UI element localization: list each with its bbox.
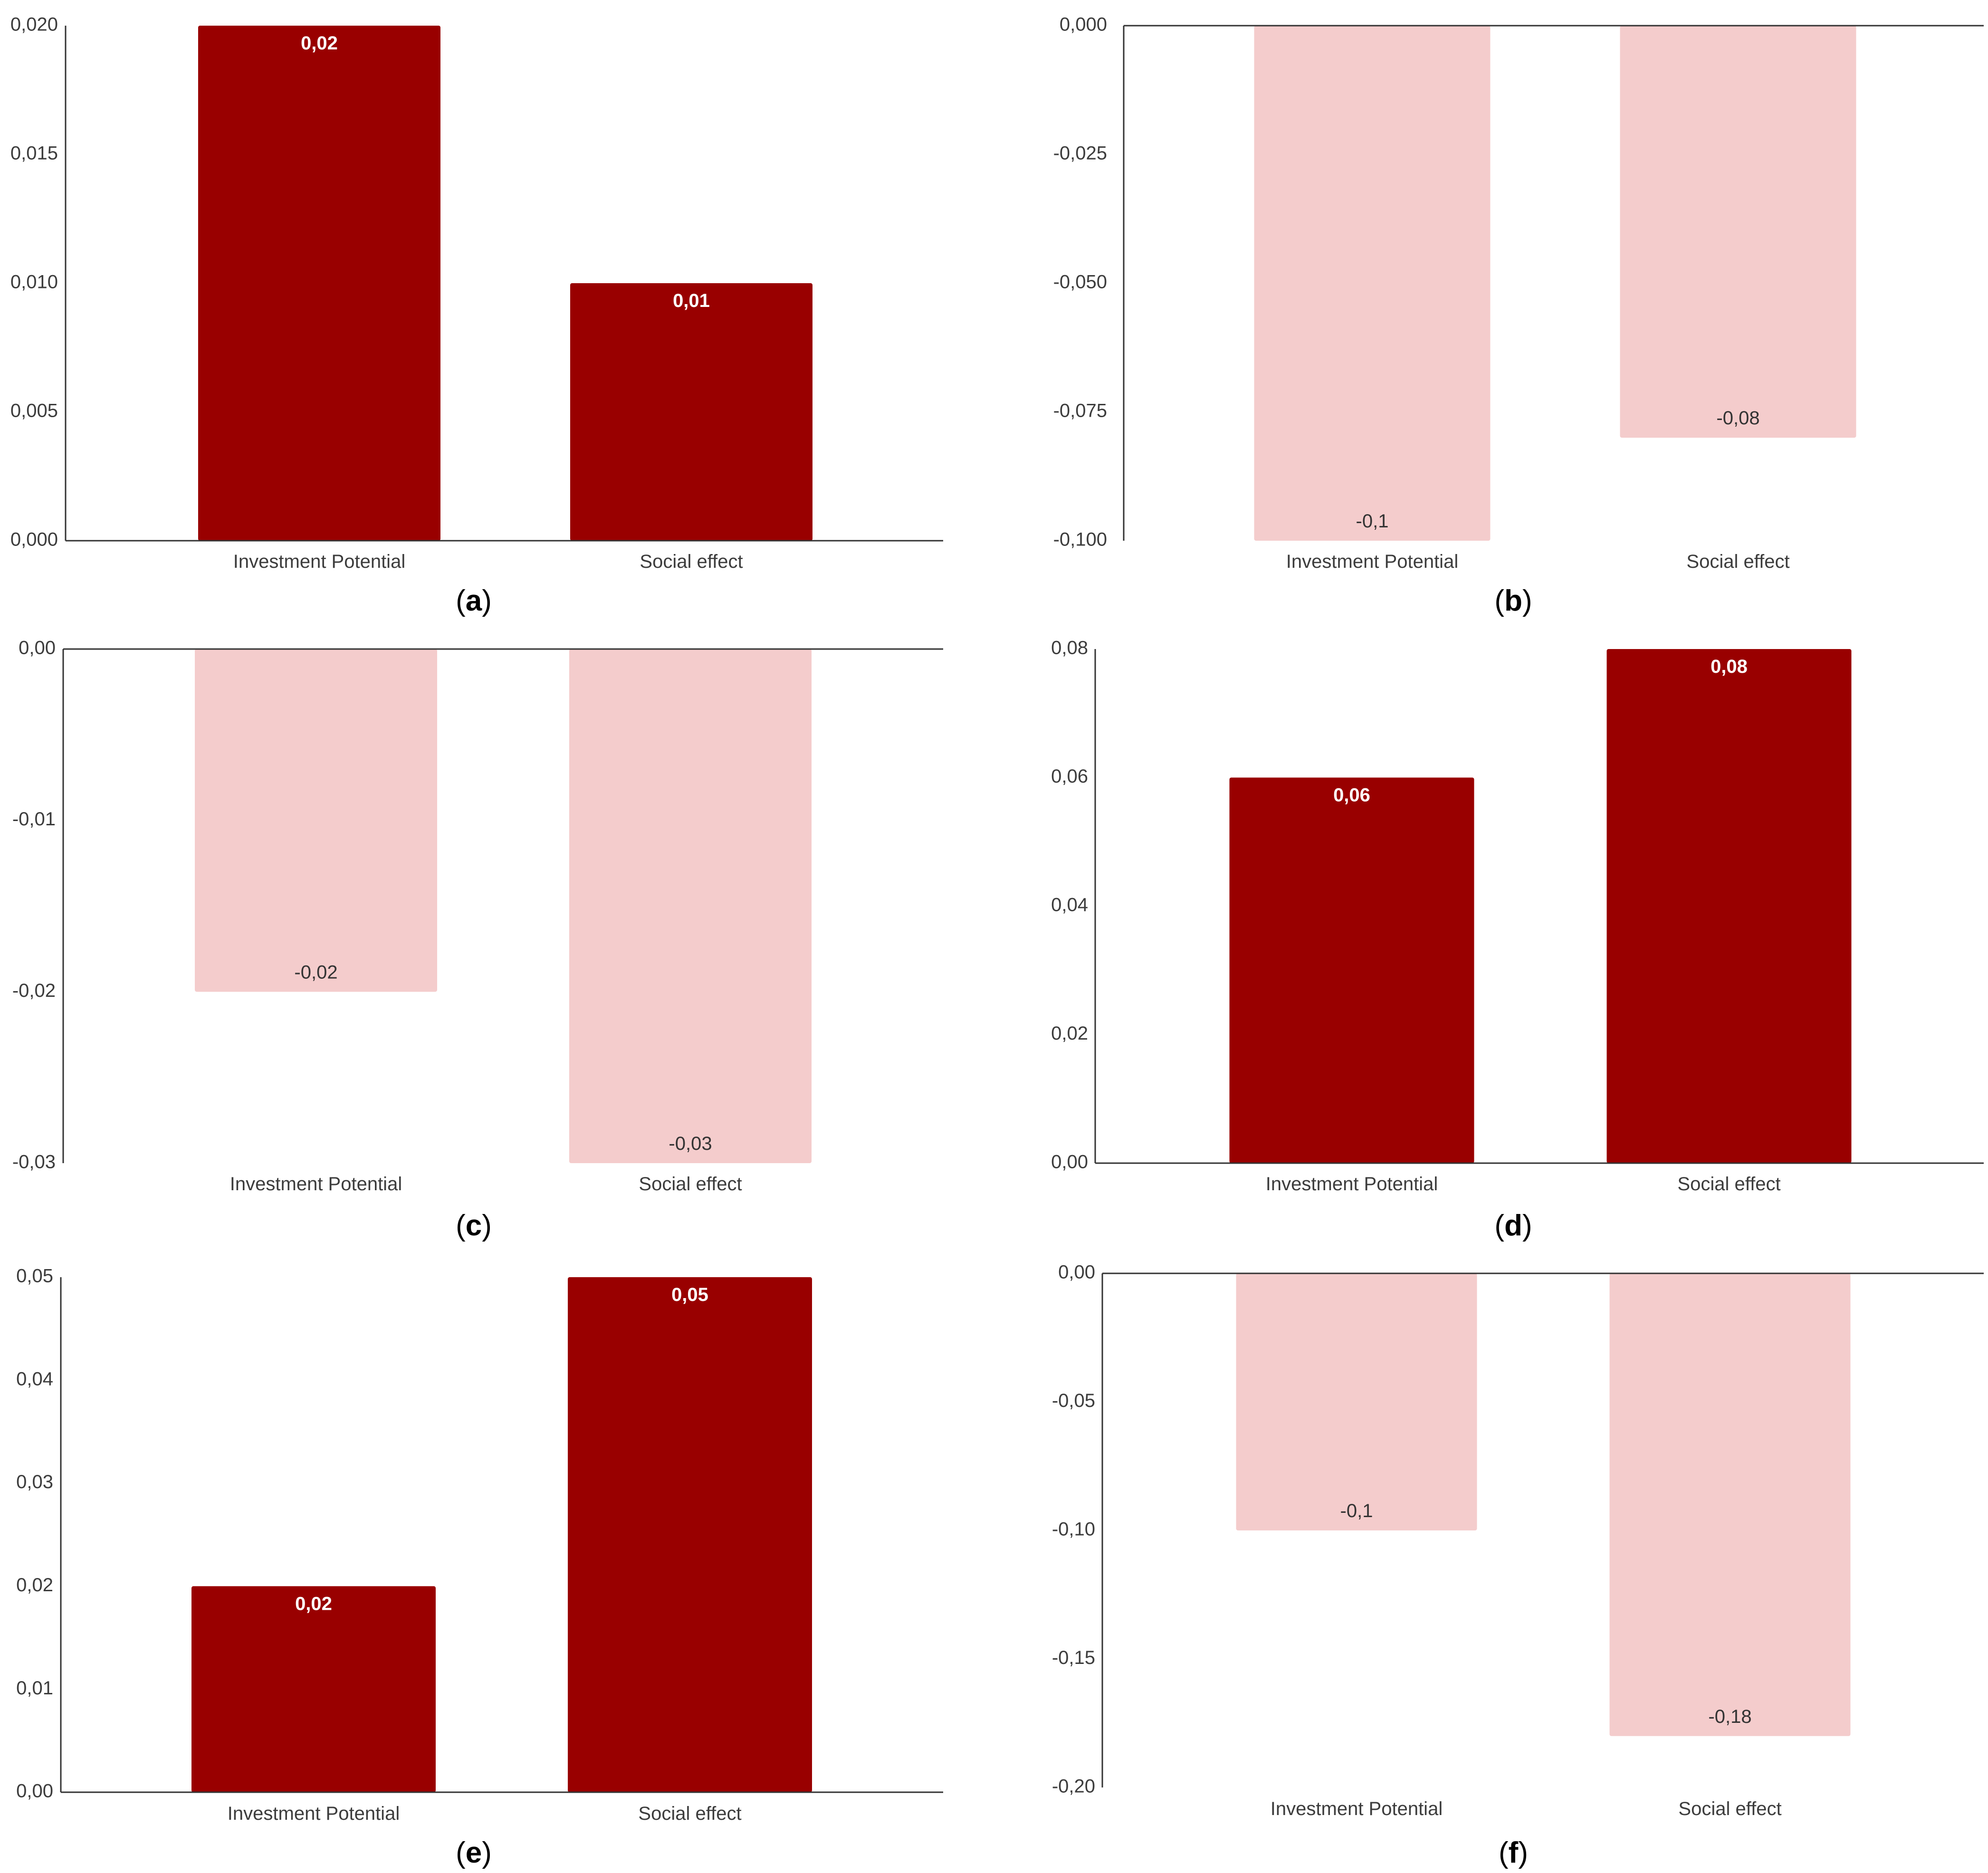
data-label: 0,01 bbox=[673, 290, 710, 311]
bar-b-investment-potential bbox=[1254, 26, 1491, 541]
chart-panel-d: 0,08 0,06 0,04 0,02 0,00 0,06 0,08 Investment P… bbox=[1051, 638, 1984, 1242]
bar-a-investment-potential bbox=[198, 26, 440, 541]
bar-b-social-effect bbox=[1620, 26, 1856, 438]
y-tick-label: 0,04 bbox=[16, 1368, 53, 1389]
y-tick-label: 0,06 bbox=[1051, 766, 1088, 787]
category-label: Investment Potential bbox=[1266, 1174, 1438, 1195]
panel-caption: (d) bbox=[1494, 1209, 1532, 1242]
y-tick-label: -0,100 bbox=[1053, 529, 1107, 550]
chart-panel-a: 0,020 0,015 0,010 0,005 0,000 0,02 0,01 Investm… bbox=[10, 14, 943, 617]
caption-letter: c bbox=[466, 1209, 482, 1242]
caption-paren-open: ( bbox=[456, 584, 466, 617]
y-tick-label: 0,01 bbox=[16, 1678, 53, 1699]
y-tick-label: 0,005 bbox=[10, 401, 58, 421]
caption-letter: f bbox=[1509, 1836, 1519, 1869]
y-tick-label: -0,10 bbox=[1052, 1519, 1095, 1540]
caption-letter: e bbox=[466, 1836, 482, 1869]
y-tick-label: 0,08 bbox=[1051, 638, 1088, 659]
y-tick-label: 0,020 bbox=[10, 14, 58, 35]
y-tick-label: 0,02 bbox=[1051, 1023, 1088, 1044]
chart-panel-f: 0,00 -0,05 -0,10 -0,15 -0,20 -0,1 -0,18 Investm… bbox=[1052, 1262, 1984, 1869]
data-label: -0,1 bbox=[1356, 511, 1389, 532]
caption-paren-close: ) bbox=[482, 584, 492, 617]
caption-paren-close: ) bbox=[1522, 1209, 1532, 1242]
data-label: 0,06 bbox=[1333, 785, 1370, 806]
caption-paren-open: ( bbox=[456, 1836, 466, 1869]
category-label: Investment Potential bbox=[1286, 551, 1458, 572]
caption-paren-close: ) bbox=[482, 1836, 492, 1869]
bar-c-investment-potential bbox=[195, 649, 437, 992]
y-tick-label: 0,05 bbox=[16, 1266, 53, 1287]
caption-paren-open: ( bbox=[456, 1209, 466, 1242]
y-tick-label: 0,015 bbox=[10, 143, 58, 164]
data-label: -0,18 bbox=[1708, 1706, 1751, 1727]
panel-caption: (a) bbox=[456, 584, 492, 617]
y-tick-label: -0,15 bbox=[1052, 1647, 1095, 1668]
data-label: -0,02 bbox=[294, 962, 337, 983]
y-tick-label: 0,00 bbox=[1051, 1152, 1088, 1173]
chart-panel-c: 0,00 -0,01 -0,02 -0,03 -0,02 -0,03 Investment … bbox=[12, 638, 943, 1242]
bar-a-social-effect bbox=[570, 283, 812, 541]
bar-e-social-effect bbox=[568, 1277, 812, 1792]
bar-f-social-effect bbox=[1609, 1273, 1851, 1736]
data-label: 0,08 bbox=[1711, 656, 1748, 677]
category-label: Investment Potential bbox=[228, 1803, 400, 1824]
category-label: Investment Potential bbox=[1271, 1798, 1443, 1819]
y-tick-label: -0,02 bbox=[12, 980, 56, 1001]
y-tick-label: -0,20 bbox=[1052, 1776, 1095, 1797]
caption-paren-close: ) bbox=[482, 1209, 492, 1242]
category-label: Investment Potential bbox=[230, 1174, 402, 1195]
bar-f-investment-potential bbox=[1236, 1273, 1477, 1530]
bar-e-investment-potential bbox=[191, 1586, 436, 1792]
category-label: Social effect bbox=[1678, 1798, 1781, 1819]
category-label: Social effect bbox=[639, 1174, 742, 1195]
y-tick-label: -0,050 bbox=[1053, 272, 1107, 293]
category-label: Social effect bbox=[1677, 1174, 1780, 1195]
panel-caption: (b) bbox=[1494, 584, 1532, 617]
y-tick-label: 0,03 bbox=[16, 1472, 53, 1492]
y-tick-label: 0,04 bbox=[1051, 895, 1088, 916]
data-label: -0,1 bbox=[1340, 1500, 1373, 1521]
y-tick-label: 0,00 bbox=[16, 1781, 53, 1802]
y-tick-label: -0,075 bbox=[1053, 401, 1107, 421]
category-label: Social effect bbox=[638, 1803, 741, 1824]
category-label: Social effect bbox=[1686, 551, 1789, 572]
panel-caption: (c) bbox=[456, 1209, 492, 1242]
data-label: 0,05 bbox=[671, 1284, 708, 1305]
y-tick-label: 0,00 bbox=[1058, 1262, 1095, 1283]
caption-letter: a bbox=[466, 584, 482, 617]
caption-paren-close: ) bbox=[1518, 1836, 1528, 1869]
caption-paren-open: ( bbox=[1499, 1836, 1509, 1869]
caption-letter: b bbox=[1504, 584, 1522, 617]
y-tick-label: -0,05 bbox=[1052, 1390, 1095, 1411]
y-tick-label: 0,000 bbox=[1060, 14, 1107, 35]
y-tick-label: 0,00 bbox=[19, 638, 56, 659]
panel-caption: (e) bbox=[456, 1836, 492, 1869]
caption-letter: d bbox=[1504, 1209, 1522, 1242]
y-tick-label: 0,02 bbox=[16, 1575, 53, 1596]
y-tick-label: 0,010 bbox=[10, 272, 58, 293]
chart-panel-b: 0,000 -0,025 -0,050 -0,075 -0,100 -0,1 -0,08 In… bbox=[1053, 14, 1984, 617]
bar-d-investment-potential bbox=[1229, 777, 1474, 1163]
y-tick-label: -0,01 bbox=[12, 809, 56, 830]
bar-c-social-effect bbox=[569, 649, 812, 1163]
data-label: 0,02 bbox=[301, 33, 338, 54]
caption-paren-close: ) bbox=[1522, 584, 1532, 617]
data-label: 0,02 bbox=[295, 1593, 332, 1614]
data-label: -0,03 bbox=[669, 1133, 712, 1154]
chart-panel-e: 0,05 0,04 0,03 0,02 0,01 0,00 0,02 0,05 Investme… bbox=[16, 1266, 943, 1869]
caption-paren-open: ( bbox=[1494, 584, 1504, 617]
category-label: Investment Potential bbox=[233, 551, 405, 572]
category-label: Social effect bbox=[640, 551, 743, 572]
y-tick-label: -0,03 bbox=[12, 1152, 56, 1173]
y-tick-label: -0,025 bbox=[1053, 143, 1107, 164]
y-tick-label: 0,000 bbox=[10, 529, 58, 550]
caption-paren-open: ( bbox=[1494, 1209, 1504, 1242]
bar-d-social-effect bbox=[1606, 649, 1852, 1163]
panel-caption: (f) bbox=[1499, 1836, 1528, 1869]
data-label: -0,08 bbox=[1716, 408, 1759, 429]
